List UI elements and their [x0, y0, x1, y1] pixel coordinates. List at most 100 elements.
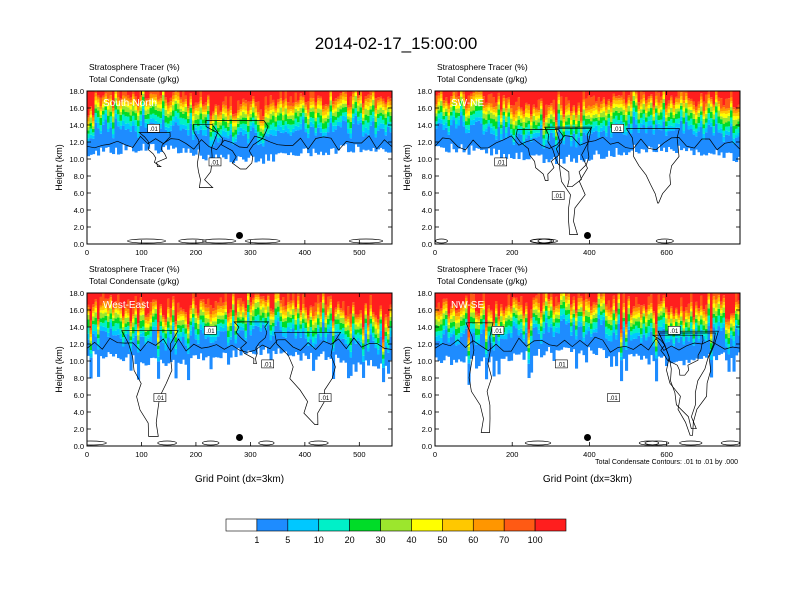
y-tick-label: 0.0 — [74, 240, 84, 249]
y-tick-label: 4.0 — [422, 408, 432, 417]
x-tick-label: 0 — [433, 450, 437, 459]
x-tick-label: 300 — [244, 248, 257, 257]
y-tick-label: 2.0 — [422, 425, 432, 434]
location-marker — [584, 232, 591, 239]
colorbar-swatch — [287, 518, 320, 532]
panel-label: NW-SE — [451, 300, 484, 311]
plot-frame — [86, 292, 393, 447]
location-marker — [584, 434, 591, 441]
x-tick-label: 0 — [85, 450, 89, 459]
colorbar-swatch — [442, 518, 474, 532]
panel-title-tracer: Stratosphere Tracer (%) — [89, 264, 180, 274]
x-tick-label: 200 — [506, 248, 519, 257]
y-tick-label: 4.0 — [74, 408, 84, 417]
x-tick-label: 300 — [244, 450, 257, 459]
x-tick-label: 400 — [299, 248, 312, 257]
y-tick-label: 12.0 — [69, 138, 84, 147]
contour-label: .01 — [555, 359, 568, 368]
y-tick-label: 14.0 — [69, 121, 84, 130]
y-tick-label: 10.0 — [417, 155, 432, 164]
colorbar-tick-label: 60 — [468, 535, 478, 545]
colorbar-swatch — [349, 518, 381, 532]
y-axis-label: Height (km) — [402, 144, 412, 191]
condensate-contours — [87, 321, 392, 446]
tracer-field — [435, 91, 740, 165]
contour-label-text: .01 — [211, 160, 220, 166]
y-tick-label: 0.0 — [74, 442, 84, 451]
y-tick-label: 8.0 — [422, 172, 432, 181]
contour-label: .01 — [261, 359, 275, 368]
plot-frame — [434, 90, 741, 245]
y-tick-label: 14.0 — [417, 121, 432, 130]
colorbar-swatch — [380, 518, 412, 532]
y-tick-label: 4.0 — [74, 206, 84, 215]
y-tick-label: 2.0 — [422, 223, 432, 232]
figure-title: 2014-02-17_15:00:00 — [315, 34, 478, 53]
colorbar-tick-label: 20 — [345, 535, 355, 545]
y-tick-label: 6.0 — [422, 391, 432, 400]
y-tick-label: 14.0 — [69, 323, 84, 332]
colorbar-tick-label: 5 — [285, 535, 290, 545]
contour-label-text: .01 — [150, 127, 159, 133]
contour-label-text: .01 — [609, 396, 618, 402]
x-tick-label: 200 — [506, 450, 519, 459]
y-tick-label: 10.0 — [69, 357, 84, 366]
contour-label: .01 — [551, 191, 565, 200]
y-tick-label: 12.0 — [69, 340, 84, 349]
y-tick-label: 16.0 — [417, 104, 432, 113]
y-axis-label: Height (km) — [54, 346, 64, 393]
panel-title-tracer: Stratosphere Tracer (%) — [437, 62, 528, 72]
contour-label-text: .01 — [494, 329, 503, 335]
contour-label-text: .01 — [557, 362, 566, 368]
plot-frame — [86, 90, 393, 245]
contour-label-text: .01 — [614, 127, 623, 133]
y-tick-label: 8.0 — [74, 172, 84, 181]
x-tick-label: 600 — [660, 248, 673, 257]
x-tick-label: 400 — [583, 248, 596, 257]
contour-label: .01 — [147, 124, 160, 133]
contour-label: .01 — [607, 393, 620, 402]
contour-label: .01 — [318, 393, 332, 402]
panel-label: West-East — [103, 300, 149, 311]
x-tick-label: 500 — [353, 450, 366, 459]
contour-label: .01 — [611, 124, 625, 133]
y-tick-label: 18.0 — [417, 87, 432, 96]
tracer-field — [87, 293, 392, 383]
y-tick-label: 18.0 — [69, 289, 84, 298]
panel-title-condensate: Total Condensate (g/kg) — [437, 74, 527, 84]
panel-bottom-left: .01 .01 .01 .01 West-East Stratosphere Tracer… — [54, 264, 393, 485]
y-tick-label: 14.0 — [417, 323, 432, 332]
plot-frame — [434, 292, 741, 447]
y-tick-label: 2.0 — [74, 223, 84, 232]
colorbar-tick-label: 10 — [314, 535, 324, 545]
condensate-contours — [87, 120, 392, 244]
y-tick-label: 16.0 — [69, 104, 84, 113]
colorbar-swatch — [503, 518, 536, 532]
contour-label-text: .01 — [264, 362, 273, 368]
y-tick-label: 16.0 — [417, 306, 432, 315]
contour-label: .01 — [494, 157, 508, 166]
colorbar-swatch — [318, 518, 350, 532]
y-tick-label: 8.0 — [74, 374, 84, 383]
y-tick-label: 12.0 — [417, 138, 432, 147]
colorbar-tick-label: 100 — [528, 535, 543, 545]
colorbar-swatch — [256, 518, 289, 532]
colorbar-swatch — [225, 518, 258, 532]
y-tick-label: 10.0 — [417, 357, 432, 366]
panel-top-left: .01 .01 South-North Stratosphere Tracer (%)… — [54, 62, 393, 257]
panel-label: SW-NE — [451, 98, 484, 109]
x-tick-label: 200 — [190, 450, 203, 459]
x-tick-label: 0 — [85, 248, 89, 257]
contour-label-text: .01 — [497, 160, 506, 166]
x-tick-label: 500 — [353, 248, 366, 257]
panel-title-condensate: Total Condensate (g/kg) — [89, 74, 179, 84]
y-axis-label: Height (km) — [54, 144, 64, 191]
y-tick-label: 6.0 — [74, 391, 84, 400]
y-tick-label: 12.0 — [417, 340, 432, 349]
y-tick-label: 18.0 — [417, 289, 432, 298]
condensate-contours — [435, 322, 740, 446]
y-tick-label: 10.0 — [69, 155, 84, 164]
x-tick-label: 600 — [660, 450, 673, 459]
colorbar-tick-label: 70 — [499, 535, 509, 545]
colorbar: 1 5 10 20 30 40 50 60 70 100 — [225, 518, 567, 545]
